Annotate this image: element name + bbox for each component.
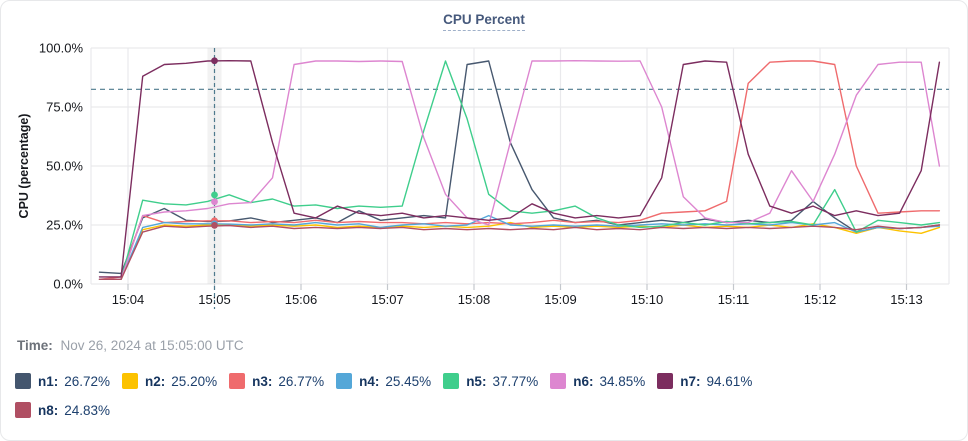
legend-item-n3[interactable]: n3: 26.77% bbox=[229, 373, 324, 389]
legend-series-name: n2: bbox=[145, 373, 166, 389]
legend-series-name: n8: bbox=[38, 402, 59, 418]
y-axis-tick: 0.0% bbox=[53, 277, 83, 292]
legend-series-name: n1: bbox=[38, 373, 59, 389]
legend-swatch bbox=[657, 373, 674, 389]
legend-series-name: n3: bbox=[252, 373, 273, 389]
y-axis-tick: 50.0% bbox=[46, 159, 83, 174]
legend-series-name: n5: bbox=[466, 373, 487, 389]
legend-series-name: n6: bbox=[573, 373, 594, 389]
hover-time-row: Time: Nov 26, 2024 at 15:05:00 UTC bbox=[17, 338, 967, 358]
time-label: Time: bbox=[17, 338, 53, 353]
series-line-n7 bbox=[98, 60, 941, 278]
x-axis-tick: 15:08 bbox=[458, 292, 491, 307]
legend-swatch bbox=[336, 373, 353, 389]
x-axis-tick: 15:04 bbox=[112, 292, 145, 307]
x-axis-tick: 15:10 bbox=[631, 292, 664, 307]
crosshair-marker-n5 bbox=[211, 191, 218, 199]
x-axis-tick: 15:07 bbox=[371, 292, 404, 307]
legend-series-name: n7: bbox=[680, 373, 701, 389]
legend-series-value: 26.72% bbox=[64, 373, 111, 389]
crosshair-marker-n7 bbox=[211, 57, 218, 65]
legend-item-n4[interactable]: n4: 25.45% bbox=[336, 373, 431, 389]
x-axis-tick: 15:06 bbox=[285, 292, 318, 307]
y-axis-title: CPU (percentage) bbox=[17, 114, 31, 219]
y-axis-tick: 75.0% bbox=[46, 100, 83, 115]
legend-row-1: n1: 26.72% n2: 25.20% n3: 26.77% n4: 25.45% n5: 3… bbox=[15, 370, 967, 392]
x-axis-tick: 15:09 bbox=[544, 292, 577, 307]
y-axis-tick: 100.0% bbox=[39, 41, 84, 56]
legend-row-2: n8: 24.83% bbox=[15, 399, 967, 421]
chart-title-row: CPU Percent bbox=[1, 1, 967, 37]
series-line-n3 bbox=[98, 60, 941, 281]
legend-series-value: 34.85% bbox=[599, 373, 646, 389]
legend-swatch bbox=[443, 373, 460, 389]
chart-title[interactable]: CPU Percent bbox=[443, 12, 525, 31]
legend-item-n7[interactable]: n7: 94.61% bbox=[657, 373, 752, 389]
legend-swatch bbox=[550, 373, 567, 389]
legend-swatch bbox=[229, 373, 246, 389]
legend-series-value: 94.61% bbox=[706, 373, 753, 389]
legend-series-value: 25.20% bbox=[171, 373, 218, 389]
series-line-n8 bbox=[98, 224, 941, 281]
x-axis-tick: 15:12 bbox=[804, 292, 837, 307]
legend-series-name: n4: bbox=[359, 373, 380, 389]
legend-item-n6[interactable]: n6: 34.85% bbox=[550, 373, 645, 389]
series-line-n2 bbox=[98, 221, 941, 281]
legend-item-n8[interactable]: n8: 24.83% bbox=[15, 402, 110, 418]
x-axis-tick: 15:13 bbox=[890, 292, 923, 307]
legend-item-n5[interactable]: n5: 37.77% bbox=[443, 373, 538, 389]
series-line-n6 bbox=[98, 60, 941, 281]
series-line-n5 bbox=[98, 60, 941, 281]
legend-swatch bbox=[15, 402, 31, 418]
legend-series-value: 26.77% bbox=[278, 373, 325, 389]
legend-item-n2[interactable]: n2: 25.20% bbox=[122, 373, 217, 389]
legend-series-value: 37.77% bbox=[492, 373, 539, 389]
y-axis-tick: 25.0% bbox=[46, 218, 83, 233]
legend-series-value: 24.83% bbox=[64, 402, 111, 418]
x-axis-tick: 15:11 bbox=[718, 292, 750, 307]
legend-item-n1[interactable]: n1: 26.72% bbox=[15, 373, 110, 389]
legend-series-value: 25.45% bbox=[385, 373, 432, 389]
legend-swatch bbox=[15, 373, 31, 389]
legend: n1: 26.72% n2: 25.20% n3: 26.77% n4: 25.45% n5: 3… bbox=[15, 370, 967, 421]
x-axis-tick: 15:05 bbox=[198, 292, 231, 307]
cpu-percent-chart[interactable]: 0.0% 25.0% 50.0% 75.0% 100.0% 15:04 15:05 15:06… bbox=[1, 37, 968, 318]
time-value: Nov 26, 2024 at 15:05:00 UTC bbox=[60, 338, 244, 353]
crosshair-marker-n8 bbox=[211, 222, 218, 229]
legend-swatch bbox=[122, 373, 139, 389]
series-line-n1 bbox=[98, 60, 941, 275]
crosshair-marker-n6 bbox=[211, 198, 218, 206]
